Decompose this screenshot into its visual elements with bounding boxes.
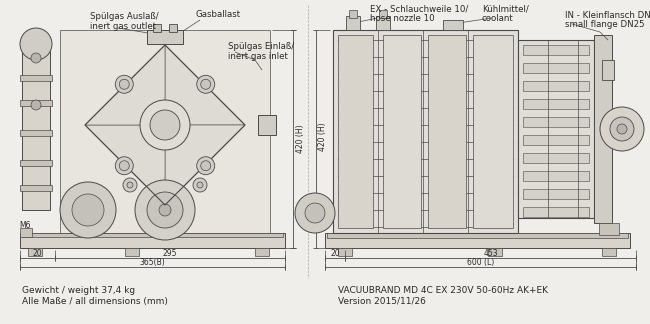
Bar — [153, 24, 161, 32]
Bar — [60, 205, 105, 217]
Text: Gewicht / weight 37,4 kg: Gewicht / weight 37,4 kg — [22, 286, 135, 295]
Text: 420 (H): 420 (H) — [296, 125, 306, 153]
Text: IN - Kleinflansch DN25/
small flange DN25: IN - Kleinflansch DN25/ small flange DN2… — [565, 10, 650, 29]
Text: 420 (H): 420 (H) — [318, 122, 328, 151]
Bar — [599, 223, 619, 235]
Bar — [379, 10, 387, 18]
Text: 295: 295 — [162, 249, 177, 259]
Bar — [338, 248, 352, 256]
Bar — [523, 171, 589, 181]
Bar — [60, 30, 270, 233]
Circle shape — [127, 182, 133, 188]
Bar — [22, 233, 283, 237]
Bar — [20, 185, 52, 191]
Text: 20: 20 — [330, 249, 340, 259]
Circle shape — [72, 194, 104, 226]
Bar — [147, 30, 183, 44]
Bar — [383, 35, 421, 228]
Circle shape — [20, 28, 52, 60]
Bar — [594, 35, 612, 223]
Text: 453: 453 — [483, 249, 498, 259]
Bar — [523, 117, 589, 127]
Bar — [349, 10, 357, 18]
Circle shape — [119, 161, 129, 171]
Bar — [20, 228, 32, 237]
Circle shape — [140, 100, 190, 150]
Circle shape — [159, 204, 171, 216]
Circle shape — [115, 75, 133, 93]
Circle shape — [115, 157, 133, 175]
Bar — [428, 35, 466, 228]
Circle shape — [197, 157, 214, 175]
Bar — [523, 45, 589, 55]
Bar — [20, 130, 52, 136]
Bar — [20, 75, 52, 81]
Bar — [523, 153, 589, 163]
Bar — [518, 40, 594, 218]
Bar — [376, 16, 390, 30]
Circle shape — [60, 182, 116, 238]
Bar — [523, 99, 589, 109]
Bar — [346, 16, 360, 30]
Circle shape — [147, 192, 183, 228]
Text: Gasballast: Gasballast — [195, 10, 240, 19]
Text: M6: M6 — [19, 221, 31, 229]
Bar — [523, 81, 589, 91]
Text: 20: 20 — [32, 249, 42, 259]
Bar — [22, 40, 50, 210]
Polygon shape — [165, 125, 245, 205]
Bar — [125, 248, 139, 256]
Text: Spülgas Auslaß/
inert gas outlet: Spülgas Auslaß/ inert gas outlet — [90, 12, 159, 31]
Circle shape — [201, 79, 211, 89]
Text: Kühlmittel/
coolant: Kühlmittel/ coolant — [482, 4, 528, 23]
Circle shape — [201, 161, 211, 171]
Bar — [523, 135, 589, 145]
Circle shape — [193, 178, 207, 192]
Circle shape — [305, 203, 325, 223]
Circle shape — [600, 107, 644, 151]
Bar — [255, 248, 269, 256]
Polygon shape — [85, 45, 165, 125]
Text: 600 (L): 600 (L) — [467, 259, 494, 268]
Circle shape — [123, 178, 137, 192]
Bar — [333, 30, 518, 233]
Bar — [523, 207, 589, 217]
Circle shape — [610, 117, 634, 141]
Bar — [325, 233, 630, 248]
Bar — [338, 35, 373, 228]
Circle shape — [617, 124, 627, 134]
Bar — [473, 35, 513, 228]
Circle shape — [31, 53, 41, 63]
Bar — [523, 189, 589, 199]
Bar — [20, 160, 52, 166]
Polygon shape — [165, 45, 245, 125]
Bar — [488, 248, 502, 256]
Text: EX - Schlauchweile 10/
hose nozzle 10: EX - Schlauchweile 10/ hose nozzle 10 — [370, 4, 468, 23]
Circle shape — [197, 75, 214, 93]
Bar — [28, 248, 42, 256]
Polygon shape — [85, 125, 165, 205]
Circle shape — [31, 100, 41, 110]
Bar — [169, 24, 177, 32]
Circle shape — [135, 180, 195, 240]
Text: Spülgas Einlaß/
inert gas inlet: Spülgas Einlaß/ inert gas inlet — [228, 42, 294, 62]
Bar — [258, 115, 276, 135]
Bar — [602, 60, 614, 80]
Bar — [443, 20, 463, 30]
Circle shape — [150, 110, 180, 140]
Text: VACUUBRAND MD 4C EX 230V 50-60Hz AK+EK: VACUUBRAND MD 4C EX 230V 50-60Hz AK+EK — [338, 286, 548, 295]
Text: Alle Maße / all dimensions (mm): Alle Maße / all dimensions (mm) — [22, 297, 168, 306]
Circle shape — [295, 193, 335, 233]
Bar — [20, 100, 52, 106]
Bar — [602, 248, 616, 256]
Bar — [327, 233, 628, 238]
Text: Version 2015/11/26: Version 2015/11/26 — [338, 297, 426, 306]
Circle shape — [197, 182, 203, 188]
Bar — [523, 63, 589, 73]
Circle shape — [119, 79, 129, 89]
Text: 365(B): 365(B) — [140, 259, 165, 268]
Bar — [20, 233, 285, 248]
